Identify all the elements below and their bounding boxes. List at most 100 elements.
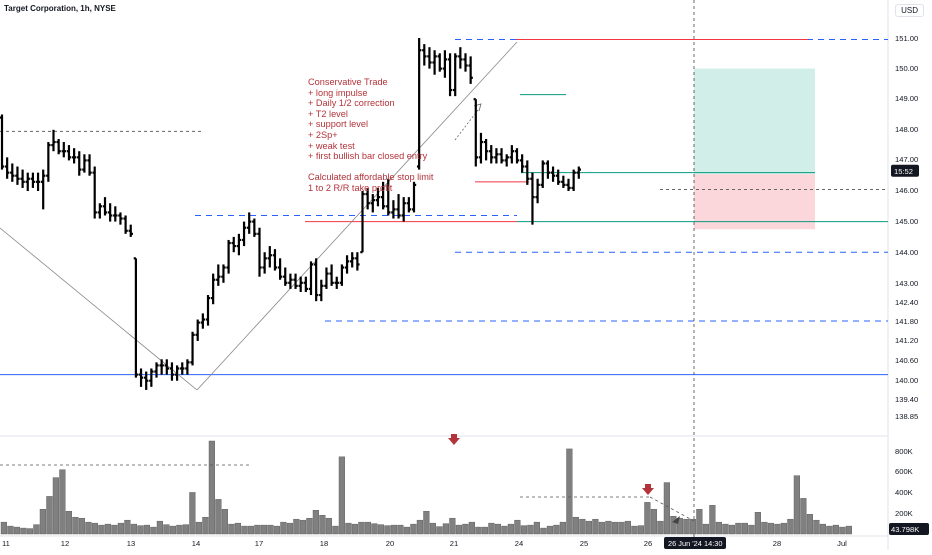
volume-bar — [683, 518, 690, 535]
volume-bar — [559, 521, 567, 535]
volume-bar — [689, 518, 697, 535]
down-arrow-marker — [642, 484, 654, 495]
ohlc-bar — [324, 267, 329, 289]
volume-tick-label: 600K — [895, 467, 913, 476]
volume-bar — [228, 523, 235, 535]
ohlc-bar — [447, 53, 453, 97]
volume-bar — [787, 518, 794, 535]
volume-bar — [247, 525, 255, 535]
volume-bar — [813, 519, 820, 535]
ohlc-bar — [97, 203, 103, 219]
volume-bar — [832, 524, 840, 535]
date-tick-label: 11 — [2, 539, 10, 548]
last-price-badge — [891, 164, 919, 177]
target-zone — [694, 68, 815, 175]
ohlc-bar — [391, 200, 396, 219]
volume-bar — [566, 448, 573, 535]
volume-bar — [20, 527, 27, 535]
ohlc-bar — [489, 145, 494, 164]
volume-bar — [527, 524, 534, 535]
ohlc-bar — [571, 169, 576, 191]
price-tick-label: 149.00 — [895, 94, 918, 103]
volume-bar — [774, 523, 781, 535]
ohlc-bar — [128, 224, 133, 237]
volume-bar — [33, 524, 40, 535]
ohlc-bar — [169, 362, 175, 381]
date-tick-label: 21 — [450, 539, 458, 548]
volume-bar — [215, 499, 222, 535]
ohlc-bar — [545, 160, 551, 179]
ohlc-bar — [509, 145, 515, 164]
note-line: + 2Sp+ — [308, 129, 338, 140]
volume-trend — [649, 496, 695, 522]
ohlc-bar — [174, 365, 180, 381]
ohlc-bar — [133, 257, 139, 378]
ohlc-bar — [241, 221, 247, 247]
volume-bar — [85, 521, 92, 535]
volume-bar — [65, 511, 73, 535]
ohlc-bar — [221, 264, 226, 283]
volume-bar — [306, 517, 313, 535]
volume-bar — [520, 525, 528, 535]
price-tick-label: 151.00 — [895, 34, 918, 43]
ohlc-bar — [123, 215, 128, 234]
ohlc-bar — [15, 166, 20, 185]
volume-bar — [455, 524, 463, 535]
ohlc-bar — [190, 331, 195, 366]
ohlc-bar — [35, 172, 41, 191]
volume-bar — [429, 522, 437, 535]
volume-bar — [241, 525, 248, 535]
volume-bar — [754, 512, 762, 535]
note-line: + support level — [308, 119, 369, 130]
ohlc-bar — [504, 154, 509, 167]
volume-bar — [780, 522, 788, 535]
date-tick-label: 12 — [61, 539, 69, 548]
volume-bar — [637, 525, 645, 535]
ohlc-bar — [66, 145, 72, 161]
ohlc-bar — [257, 227, 262, 277]
ohlc-bar — [525, 160, 530, 185]
date-tick-label: 25 — [580, 539, 588, 548]
date-tick-label: 28 — [773, 539, 781, 548]
ohlc-bar — [138, 368, 144, 387]
volume-bar — [254, 524, 261, 535]
down-arrow-marker — [448, 434, 460, 445]
volume-bar — [163, 524, 170, 535]
volume-bar — [364, 521, 372, 535]
volume-bar — [371, 523, 378, 535]
volume-bar — [293, 518, 300, 535]
volume-bar — [182, 524, 190, 535]
price-tick-label: 147.00 — [895, 155, 918, 164]
ohlc-bar — [427, 47, 432, 69]
ohlc-bar — [458, 47, 463, 69]
price-tick-label: 140.60 — [895, 356, 918, 365]
volume-bar — [410, 523, 417, 535]
price-tick-label: 143.00 — [895, 279, 918, 288]
countdown-label: 15:52 — [894, 167, 913, 176]
volume-tick-label: 800K — [895, 447, 913, 456]
price-tick-label: 146.00 — [895, 186, 918, 195]
ohlc-bar — [519, 154, 525, 173]
volume-bar — [618, 521, 625, 535]
volume-bar — [221, 509, 229, 535]
volume-bar — [332, 525, 339, 535]
volume-bar — [735, 522, 742, 535]
currency-button[interactable]: USD — [895, 4, 924, 17]
volume-bar — [819, 523, 827, 535]
date-tick-label: Jul — [837, 539, 847, 548]
volume-bar — [189, 492, 196, 535]
volume-bar — [540, 527, 547, 535]
volume-bar — [839, 526, 846, 535]
ohlc-bar — [226, 239, 231, 274]
trade-note: Conservative Trade + long impulse + Daily … — [308, 77, 433, 194]
last-volume-label: 43.798K — [891, 525, 919, 534]
ohlc-bar — [149, 368, 154, 387]
volume-bar — [741, 522, 749, 535]
chart-title: Target Corporation, 1h, NYSE — [4, 4, 116, 13]
date-tick-label: 24 — [515, 539, 523, 548]
volume-bar — [202, 516, 209, 535]
price-tick-label: 150.00 — [895, 64, 918, 73]
volume-bar — [91, 522, 99, 535]
